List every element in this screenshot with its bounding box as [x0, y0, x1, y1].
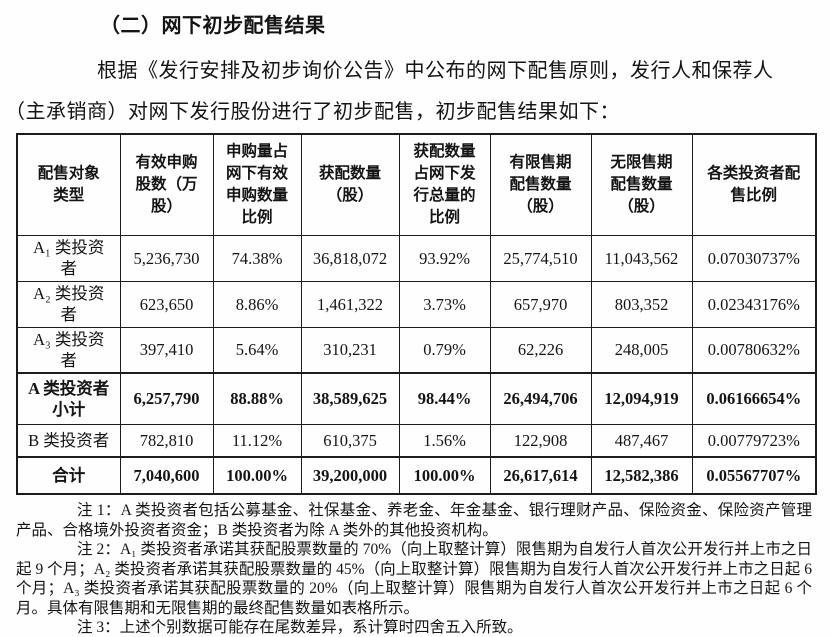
- cell: 62,226: [489, 326, 592, 374]
- allocation-results-table: 配售对象 类型 有效申购 股数（万 股） 申购量占 网下有效 申购数量 比例 获…: [16, 133, 817, 495]
- cell: 7,040,600: [119, 456, 214, 495]
- note-2: 注 2：A₁ 类投资者承诺其获配股票数量的 70%（向上取整计算）限售期为自发行…: [16, 541, 812, 617]
- col-header-unrestricted-shares: 无限售期 配售数量 （股）: [590, 133, 693, 236]
- cell: 12,094,919: [590, 372, 693, 425]
- note-1: 注 1：A 类投资者包括公募基金、社保基金、养老金、年金基金、银行理财产品、保险…: [16, 502, 812, 539]
- cell: 782,810: [119, 423, 214, 458]
- cell: 1.56%: [398, 423, 491, 458]
- cell: 657,970: [489, 280, 592, 328]
- cell: 248,005: [590, 326, 693, 374]
- cell: 74.38%: [212, 234, 302, 282]
- cell: 623,650: [119, 280, 214, 328]
- cell: 610,375: [300, 423, 400, 458]
- row-label: A₁ 类投资 者: [16, 234, 121, 282]
- cell: 11.12%: [212, 423, 302, 458]
- col-header-restricted-shares: 有限售期 配售数量 （股）: [489, 133, 592, 236]
- cell: 93.92%: [398, 234, 491, 282]
- row-label: B 类投资者: [16, 423, 121, 458]
- col-header-allocated-shares: 获配数量 （股）: [300, 133, 400, 236]
- col-header-investor-type: 配售对象 类型: [16, 133, 121, 236]
- notes-section: 注 1：A 类投资者包括公募基金、社保基金、养老金、年金基金、银行理财产品、保险…: [16, 501, 812, 637]
- table-row-a2: A₂ 类投资 者 623,650 8.86% 1,461,322 3.73% 6…: [16, 280, 817, 328]
- col-header-allocation-ratio: 各类投资者配 售比例: [691, 133, 817, 236]
- cell: 487,467: [590, 423, 693, 458]
- cell: 5.64%: [212, 326, 302, 374]
- cell: 310,231: [300, 326, 400, 374]
- cell: 5,236,730: [119, 234, 214, 282]
- intro-line-2: （主承销商）对网下发行股份进行了初步配售，初步配售结果如下：: [5, 101, 620, 123]
- cell: 0.05567707%: [691, 456, 817, 495]
- cell: 0.02343176%: [691, 280, 817, 328]
- cell: 26,494,706: [489, 372, 592, 425]
- cell: 0.06166654%: [691, 372, 817, 425]
- col-header-subscription-pct: 申购量占 网下有效 申购数量 比例: [212, 133, 302, 236]
- table-row-a3: A₃ 类投资 者 397,410 5.64% 310,231 0.79% 62,…: [16, 326, 817, 374]
- cell: 0.07030737%: [691, 234, 817, 282]
- table-row-total: 合计 7,040,600 100.00% 39,200,000 100.00% …: [16, 456, 817, 495]
- cell: 0.00779723%: [691, 423, 817, 458]
- cell: 100.00%: [398, 456, 491, 495]
- cell: 6,257,790: [119, 372, 214, 425]
- note-3: 注 3：上述个别数据可能存在尾数差异，系计算时四舍五入所致。: [77, 619, 523, 636]
- cell: 39,200,000: [300, 456, 400, 495]
- table-row-a-subtotal: A 类投资者 小计 6,257,790 88.88% 38,589,625 98…: [16, 372, 817, 425]
- row-label: 合计: [16, 456, 121, 495]
- table-row-a1: A₁ 类投资 者 5,236,730 74.38% 36,818,072 93.…: [16, 234, 817, 282]
- cell: 36,818,072: [300, 234, 400, 282]
- col-header-valid-shares: 有效申购 股数（万 股）: [119, 133, 214, 236]
- col-header-allocation-pct: 获配数量 占网下发 行总量的 比例: [398, 133, 491, 236]
- row-label: A₂ 类投资 者: [16, 280, 121, 328]
- cell: 98.44%: [398, 372, 491, 425]
- cell: 25,774,510: [489, 234, 592, 282]
- cell: 397,410: [119, 326, 214, 374]
- cell: 12,582,386: [590, 456, 693, 495]
- cell: 11,043,562: [590, 234, 693, 282]
- row-label: A 类投资者 小计: [16, 372, 121, 425]
- cell: 88.88%: [212, 372, 302, 425]
- cell: 38,589,625: [300, 372, 400, 425]
- cell: 1,461,322: [300, 280, 400, 328]
- cell: 26,617,614: [489, 456, 592, 495]
- table-header-row: 配售对象 类型 有效申购 股数（万 股） 申购量占 网下有效 申购数量 比例 获…: [16, 133, 817, 236]
- cell: 0.79%: [398, 326, 491, 374]
- intro-line-1: 根据《发行安排及初步询价公告》中公布的网下配售原则，发行人和保荐人: [97, 60, 774, 82]
- cell: 8.86%: [212, 280, 302, 328]
- table-row-b: B 类投资者 782,810 11.12% 610,375 1.56% 122,…: [16, 423, 817, 458]
- cell: 0.00780632%: [691, 326, 817, 374]
- row-label: A₃ 类投资 者: [16, 326, 121, 374]
- cell: 3.73%: [398, 280, 491, 328]
- cell: 100.00%: [212, 456, 302, 495]
- intro-paragraph: 根据《发行安排及初步询价公告》中公布的网下配售原则，发行人和保荐人 （主承销商）…: [0, 51, 830, 133]
- cell: 803,352: [590, 280, 693, 328]
- cell: 122,908: [489, 423, 592, 458]
- section-title: （二）网下初步配售结果: [100, 15, 326, 37]
